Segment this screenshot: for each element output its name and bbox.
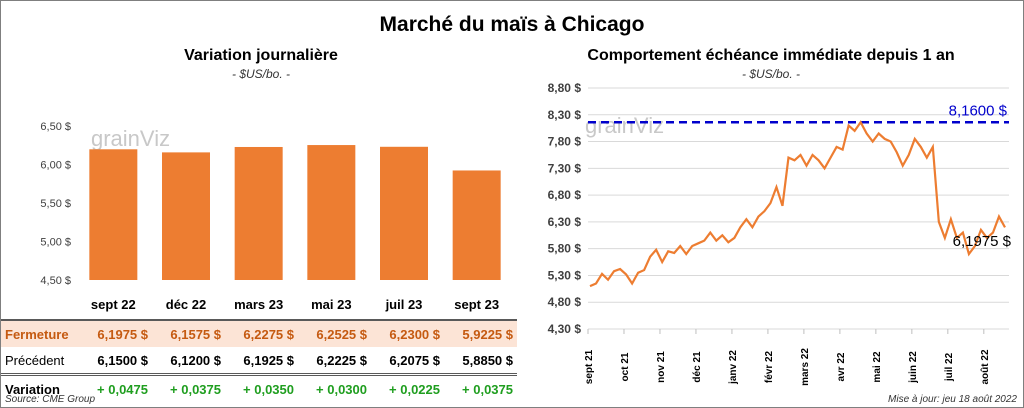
table-cell: 6,1500 $ [97,352,148,368]
x-tick-label: juin 22 [908,351,919,384]
max-price-label: 8,1600 $ [949,102,1008,119]
x-tick-label: janv 22 [728,350,739,385]
x-tick-label: déc 22 [166,297,206,312]
row-label: Précédent [5,352,65,368]
bar-chart: 4,50 $ 5,00 $ 5,50 $ 6,00 $ 6,50 $ grainViz se… [40,121,501,312]
watermark: grainViz [91,126,170,151]
last-price-label: 6,1975 $ [953,233,1012,250]
y-tick-label: 6,80 $ [548,188,582,202]
bar [452,170,501,280]
table-cell: + 0,0300 [316,381,367,397]
right-chart-title: Comportement échéance immédiate depuis 1… [587,47,955,64]
x-tick-label: avr 22 [836,352,847,381]
y-tick-label: 4,50 $ [40,275,71,287]
table-cell: 6,1925 $ [243,352,294,368]
x-tick-label: déc 21 [692,351,703,383]
left-chart-unit: - $US/bo. - [231,67,291,81]
futures-table: Fermeture 6,1975 $ 6,1575 $ 6,2275 $ 6,2525… [1,319,517,402]
y-tick-label: 5,00 $ [40,237,71,249]
left-chart-title: Variation journalière [184,47,338,64]
x-tick-label: sept 23 [454,297,499,312]
y-tick-label: 6,00 $ [40,160,71,172]
table-cell: 6,1200 $ [170,352,221,368]
table-row-variation: Variation + 0,0475 + 0,0375 + 0,0350 + 0,03… [1,375,517,403]
table-cell: 6,1575 $ [170,326,221,342]
x-tick-label: juil 22 [944,352,955,382]
watermark: grainViz [585,113,664,138]
x-tick-label: mai 23 [311,297,351,312]
row-label: Fermeture [5,326,69,342]
bar [307,145,356,280]
x-tick-label: sept 22 [91,297,136,312]
table-cell: 6,2300 $ [389,326,440,342]
x-tick-label: févr 22 [764,350,775,383]
y-tick-label: 7,80 $ [548,135,582,149]
x-tick-label: juil 23 [385,297,423,312]
table-cell: 5,8850 $ [462,352,513,368]
x-tick-label: sept 21 [584,349,595,384]
y-tick-label: 8,80 $ [548,81,582,95]
bar [380,146,428,280]
table-row-previous: Précédent 6,1500 $ 6,1200 $ 6,1925 $ 6,2225… [1,347,517,375]
table-cell: + 0,0350 [243,381,294,397]
price-line [589,120,1006,288]
y-tick-label: 4,80 $ [548,295,582,309]
table-cell: 5,9225 $ [462,326,513,342]
table-cell: 6,2225 $ [316,352,367,368]
y-tick-label: 6,50 $ [40,121,71,133]
table-cell: + 0,0375 [462,381,513,397]
right-chart-unit: - $US/bo. - [741,67,801,81]
y-tick-label: 7,30 $ [548,161,582,175]
y-tick-label: 4,30 $ [548,322,582,336]
x-tick-label: mars 22 [800,348,811,386]
x-tick-label: mai 22 [872,351,883,383]
table-cell: 6,1975 $ [97,326,148,342]
bar [89,149,138,280]
row-label: Variation [5,381,60,397]
x-tick-label: nov 21 [656,351,667,383]
source-note: Source: CME Group [5,394,96,405]
main-title: Marché du maïs à Chicago [379,13,645,36]
table-cell: + 0,0225 [389,381,440,397]
y-tick-label: 5,30 $ [548,268,582,282]
table-cell: + 0,0475 [97,381,148,397]
bar [234,146,283,280]
table-cell: + 0,0375 [170,381,221,397]
y-tick-label: 5,80 $ [548,242,582,256]
table-cell: 6,2525 $ [316,326,367,342]
update-note: Mise à jour: jeu 18 août 2022 [888,394,1017,405]
y-tick-label: 5,50 $ [40,198,71,210]
bar [162,152,210,280]
table-cell: 6,2075 $ [389,352,440,368]
y-tick-label: 8,30 $ [548,108,582,122]
table-cell: 6,2275 $ [243,326,294,342]
table-row-close: Fermeture 6,1975 $ 6,1575 $ 6,2275 $ 6,2525… [1,320,517,347]
line-chart: 4,30 $ 4,80 $ 5,30 $ 5,80 $ 6,30 $ 6,80 $ 7,30… [548,81,1012,386]
y-tick-label: 6,30 $ [548,215,582,229]
x-tick-label: mars 23 [234,297,283,312]
x-tick-label: oct 21 [620,352,631,381]
x-tick-label: août 22 [980,349,991,384]
